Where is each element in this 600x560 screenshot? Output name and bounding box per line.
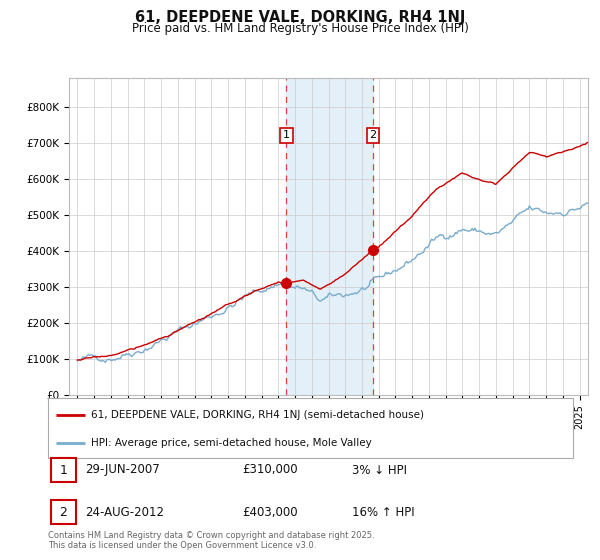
- Text: 16% ↑ HPI: 16% ↑ HPI: [353, 506, 415, 519]
- Text: 3% ↓ HPI: 3% ↓ HPI: [353, 464, 407, 477]
- FancyBboxPatch shape: [50, 501, 76, 524]
- Text: 61, DEEPDENE VALE, DORKING, RH4 1NJ: 61, DEEPDENE VALE, DORKING, RH4 1NJ: [135, 10, 465, 25]
- Text: 2: 2: [59, 506, 67, 519]
- Text: £403,000: £403,000: [242, 506, 298, 519]
- Text: 29-JUN-2007: 29-JUN-2007: [85, 464, 160, 477]
- Bar: [286, 78, 373, 395]
- Text: Price paid vs. HM Land Registry's House Price Index (HPI): Price paid vs. HM Land Registry's House …: [131, 22, 469, 35]
- Text: HPI: Average price, semi-detached house, Mole Valley: HPI: Average price, semi-detached house,…: [91, 438, 372, 448]
- Text: 1: 1: [59, 464, 67, 477]
- FancyBboxPatch shape: [48, 398, 573, 458]
- Text: £310,000: £310,000: [242, 464, 298, 477]
- Text: 61, DEEPDENE VALE, DORKING, RH4 1NJ (semi-detached house): 61, DEEPDENE VALE, DORKING, RH4 1NJ (sem…: [91, 410, 424, 420]
- FancyBboxPatch shape: [50, 458, 76, 482]
- Text: 2: 2: [370, 130, 376, 141]
- Text: Contains HM Land Registry data © Crown copyright and database right 2025.
This d: Contains HM Land Registry data © Crown c…: [48, 530, 374, 550]
- Text: 1: 1: [283, 130, 290, 141]
- Text: 24-AUG-2012: 24-AUG-2012: [85, 506, 164, 519]
